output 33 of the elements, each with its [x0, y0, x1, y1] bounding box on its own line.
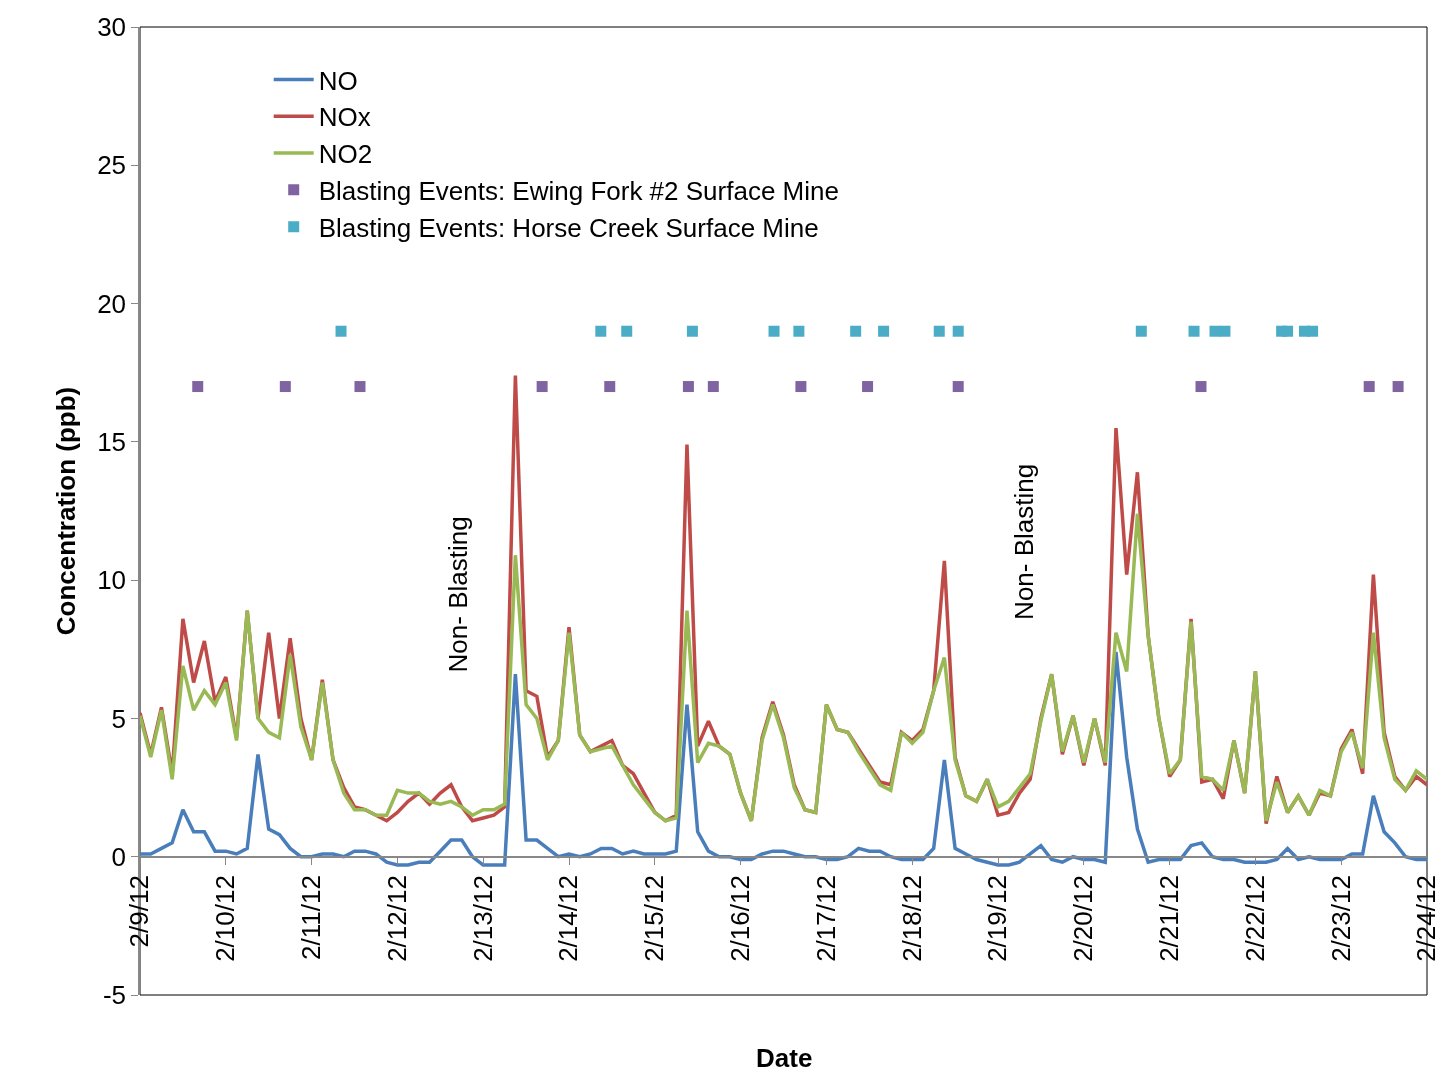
legend-label: NOx	[318, 102, 371, 133]
annotation: Non- Blasting	[442, 516, 473, 673]
x-tick-label: 2/16/12	[725, 875, 756, 962]
y-tick-label: 30	[97, 12, 127, 43]
y-tick-label: 20	[97, 288, 127, 319]
legend-label: Blasting Events: Ewing Fork #2 Surface Mine	[318, 175, 839, 206]
x-tick-label: 2/18/12	[896, 875, 927, 962]
x-tick-label: 2/14/12	[553, 875, 584, 962]
x-tick-label: 2/23/12	[1325, 875, 1356, 962]
x-tick-label: 2/17/12	[810, 875, 841, 962]
annotation: Non- Blasting	[1008, 463, 1039, 620]
x-tick-label: 2/11/12	[296, 875, 327, 960]
x-tick-label: 2/13/12	[467, 875, 498, 962]
y-tick-label: -5	[102, 980, 127, 1011]
y-tick-label: 5	[111, 703, 127, 734]
y-tick-label: 25	[97, 150, 127, 181]
x-tick-label: 2/15/12	[639, 875, 670, 962]
legend-label: NO2	[318, 139, 373, 170]
y-tick-label: 0	[111, 841, 127, 872]
y-tick-label: 10	[97, 565, 127, 596]
x-tick-label: 2/24/12	[1411, 875, 1442, 962]
x-tick-label: 2/19/12	[982, 875, 1013, 962]
x-tick-label: 2/9/12	[124, 875, 155, 948]
legend-label: Blasting Events: Horse Creek Surface Mine	[318, 212, 819, 243]
x-tick-label: 2/20/12	[1068, 875, 1099, 962]
legend-label: NO	[318, 65, 358, 96]
x-tick-label: 2/10/12	[210, 875, 241, 962]
x-tick-label: 2/21/12	[1154, 875, 1185, 962]
x-axis-title: Date	[756, 1043, 813, 1073]
y-tick-label: 15	[97, 426, 127, 457]
x-tick-label: 2/22/12	[1239, 875, 1270, 962]
y-axis-title: Concentration (ppb)	[51, 386, 82, 636]
x-tick-label: 2/12/12	[381, 875, 412, 962]
